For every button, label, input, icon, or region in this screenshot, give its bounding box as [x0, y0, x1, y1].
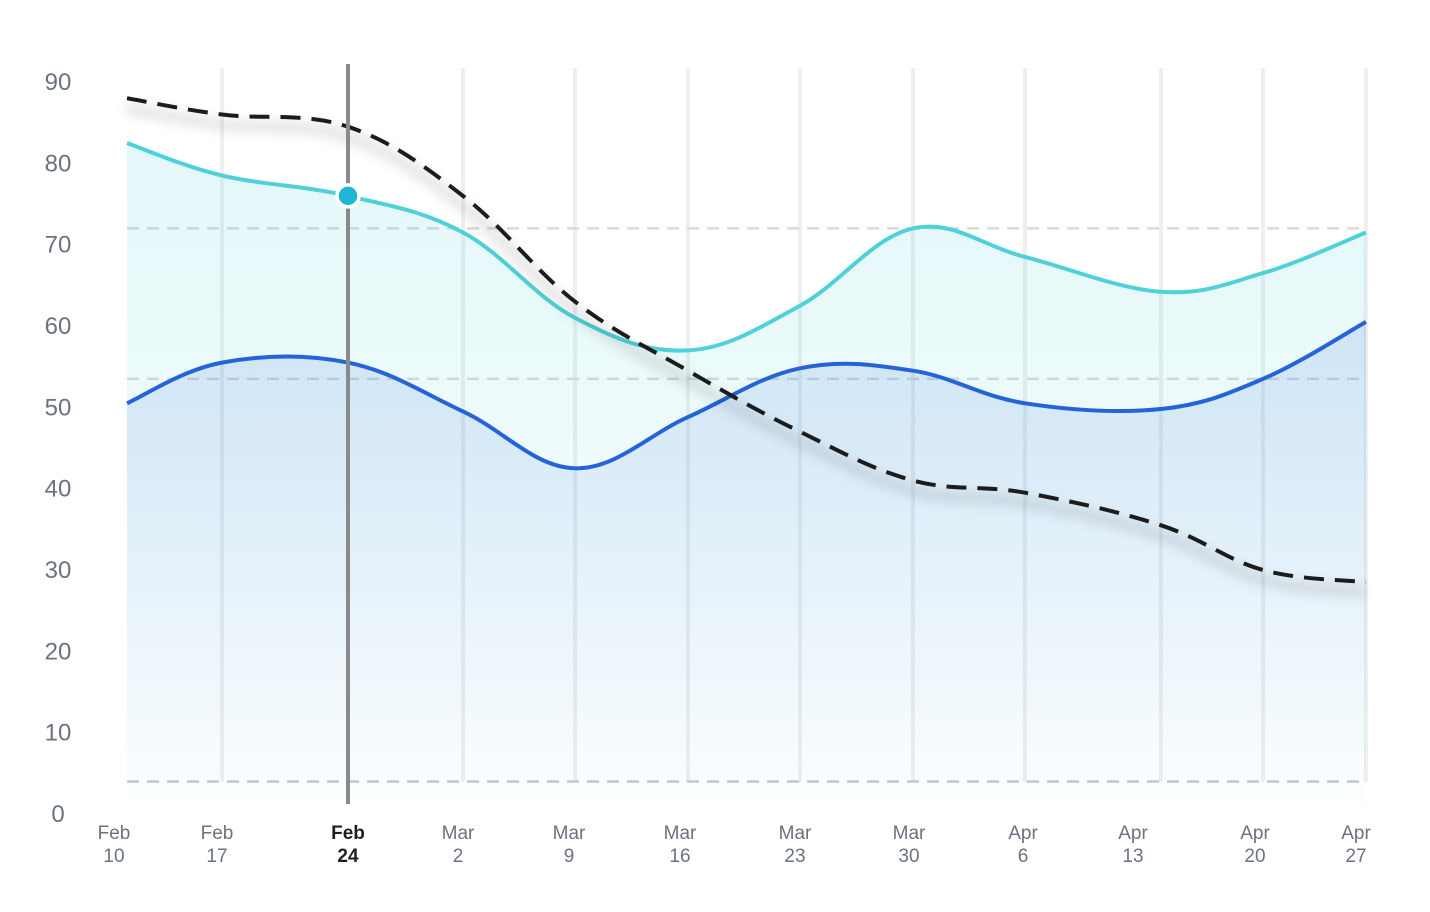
x-tick-label: Mar 2: [442, 823, 475, 867]
x-tick-label: Feb 10: [98, 823, 131, 867]
x-tick-label: Feb 17: [201, 823, 234, 867]
x-tick-label: Mar 30: [893, 823, 926, 867]
hover-cursor: [335, 64, 361, 804]
y-axis: 0 10 20 30 40 50 60 70 80 90: [45, 69, 72, 828]
area-blue: [127, 321, 1366, 802]
x-tick-label: Feb 24: [331, 823, 365, 867]
y-tick-label: 70: [45, 232, 72, 259]
series-areas: [127, 143, 1366, 802]
y-tick-label: 60: [45, 313, 72, 340]
y-tick-label: 90: [45, 69, 72, 96]
x-tick-label: Apr 13: [1118, 823, 1148, 867]
y-tick-label: 40: [45, 476, 72, 503]
x-tick-label: Apr 20: [1240, 823, 1270, 867]
x-axis: Feb 10 Feb 17 Feb 24 Mar 2 Mar 9 Mar 16 Mar 23 Mar 30 Ap…: [98, 823, 1372, 867]
y-tick-label: 0: [51, 801, 64, 828]
y-tick-label: 10: [45, 720, 72, 747]
x-tick-label: Apr 27: [1341, 823, 1371, 867]
x-tick-label: Mar 16: [664, 823, 697, 867]
x-tick-label: Mar 9: [553, 823, 586, 867]
highlight-point[interactable]: [335, 183, 361, 209]
y-tick-label: 80: [45, 150, 72, 177]
y-tick-label: 50: [45, 394, 72, 421]
y-tick-label: 20: [45, 638, 72, 665]
x-tick-label: Mar 23: [779, 823, 812, 867]
x-tick-label: Apr 6: [1008, 823, 1038, 867]
y-tick-label: 30: [45, 557, 72, 584]
